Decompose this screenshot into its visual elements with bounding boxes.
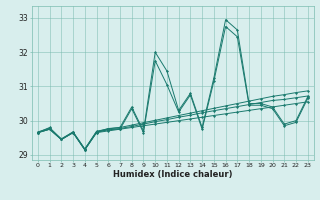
X-axis label: Humidex (Indice chaleur): Humidex (Indice chaleur) [113,170,233,179]
